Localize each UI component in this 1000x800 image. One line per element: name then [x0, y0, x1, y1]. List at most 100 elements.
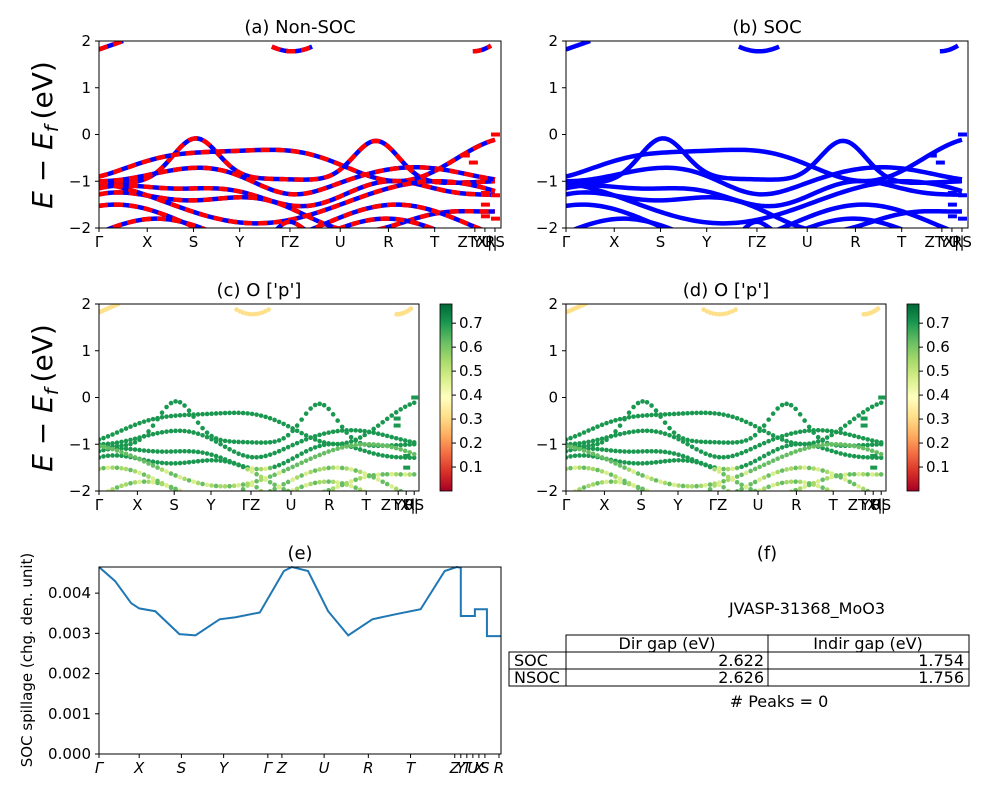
projection-point — [110, 453, 115, 458]
projection-point — [393, 445, 399, 451]
projection-point — [353, 442, 358, 448]
projection-point — [694, 502, 699, 507]
projection-point — [101, 435, 106, 441]
projection-point — [847, 453, 852, 458]
projection-point — [218, 410, 223, 416]
projection-point — [725, 454, 731, 460]
projection-point — [608, 419, 614, 424]
projection-point — [743, 448, 749, 454]
panel-d-x-ticks: Γ X S Y ΓZ U R T ZTX|YU|RS — [562, 491, 891, 514]
projection-point — [101, 444, 106, 450]
projection-point — [317, 401, 322, 407]
x-tick-label: R — [494, 759, 504, 777]
projection-point — [232, 498, 237, 503]
projection-point — [362, 471, 367, 476]
projection-point — [735, 494, 740, 499]
projection-point — [752, 444, 758, 450]
projection-point — [407, 450, 412, 455]
projection-point — [159, 481, 165, 487]
x-tick-label: T — [896, 233, 907, 251]
projection-point — [335, 484, 340, 490]
projection-point — [290, 426, 295, 431]
projection-point — [851, 453, 857, 459]
projection-point — [209, 483, 214, 488]
projection-point — [806, 424, 812, 430]
projection-point — [164, 429, 169, 434]
band-line — [99, 202, 484, 228]
projection-point — [123, 446, 129, 452]
projection-point — [281, 468, 286, 474]
projection-point — [784, 438, 789, 444]
projection-point — [613, 474, 618, 479]
projection-point — [712, 483, 717, 488]
projection-point — [622, 460, 627, 465]
projection-point — [384, 481, 390, 487]
projection-point — [173, 413, 178, 418]
projection-point — [119, 446, 124, 451]
projection-point — [802, 446, 807, 452]
projection-point — [141, 434, 147, 439]
projection-point — [339, 428, 345, 433]
projection-point — [245, 439, 250, 445]
projection-point — [272, 486, 277, 491]
projection-point — [843, 496, 848, 501]
projection-point — [775, 456, 780, 462]
projection-point — [290, 464, 295, 470]
y-tick-label: 0 — [81, 389, 91, 407]
projection-point — [164, 414, 169, 419]
projection-point — [568, 435, 573, 441]
panel-d-colorbar-ticks: 0.7 0.6 0.5 0.4 0.3 0.2 0.1 — [919, 314, 950, 476]
projection-point — [227, 410, 232, 416]
projection-point — [276, 470, 282, 476]
projection-point — [793, 465, 798, 471]
x-tick-label: T — [429, 233, 440, 251]
projection-point — [690, 504, 695, 509]
projection-point — [200, 499, 205, 504]
projection-point — [272, 439, 277, 444]
x-tick-label: YU| — [393, 496, 419, 514]
projection-point — [626, 449, 632, 454]
projection-point — [308, 406, 313, 411]
projection-point — [398, 472, 403, 477]
projection-point — [119, 428, 124, 433]
projection-point — [110, 465, 115, 470]
projection-point — [177, 488, 183, 491]
projection-point — [685, 441, 690, 447]
projection-point — [398, 442, 403, 448]
projection-point — [357, 476, 363, 481]
projection-point — [231, 483, 237, 489]
projection-point — [402, 404, 408, 410]
projection-point — [707, 482, 713, 487]
projection-point — [766, 460, 771, 466]
projection-point — [254, 440, 259, 445]
projection-point — [640, 399, 645, 404]
colorbar-tick-label: 0.4 — [926, 386, 950, 404]
projection-point — [223, 503, 228, 508]
projection-point — [321, 479, 327, 485]
projection-point — [254, 455, 259, 460]
projection-point — [389, 413, 394, 418]
projection-point — [164, 469, 169, 474]
projection-point — [222, 438, 228, 444]
projection-point — [272, 495, 277, 500]
panel-c-colorbar-ticks: 0.7 0.6 0.5 0.4 0.3 0.2 0.1 — [452, 314, 483, 476]
projection-point — [640, 413, 645, 418]
projection-point — [644, 413, 650, 418]
projection-point — [685, 410, 690, 416]
projection-point — [317, 438, 322, 444]
panel-f-peaks: # Peaks = 0 — [730, 692, 829, 711]
projection-point — [775, 435, 780, 441]
projection-point — [407, 472, 412, 477]
projection-point — [398, 447, 403, 452]
projection-point — [806, 428, 812, 433]
projection-point — [317, 452, 322, 458]
projection-point — [398, 488, 403, 491]
projection-point — [285, 432, 291, 438]
projection-point — [304, 492, 309, 497]
svg-text:E − Ef(eV): E − Ef (eV) — [26, 324, 63, 472]
projection-point — [366, 441, 372, 447]
projection-point — [566, 455, 569, 460]
projection-point — [272, 482, 277, 488]
projection-point — [802, 480, 807, 485]
panel-e-ylabel: SOC spillage (chg. den. unit) — [18, 553, 36, 768]
